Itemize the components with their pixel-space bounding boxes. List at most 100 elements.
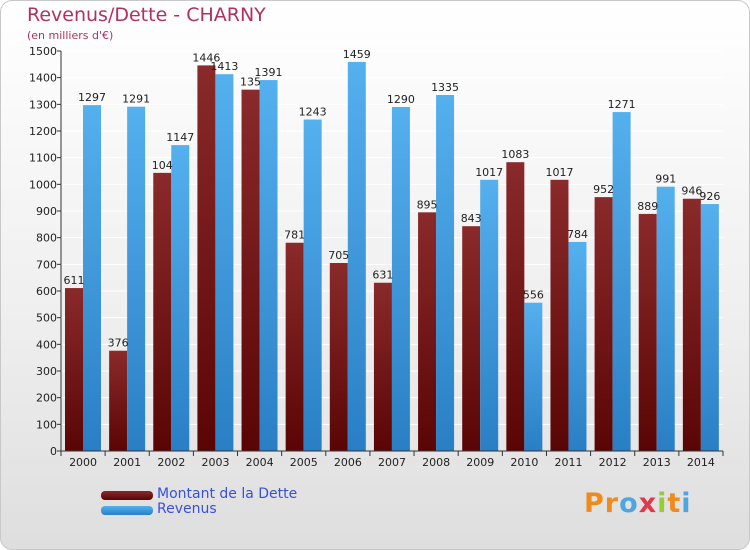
label-dette-2006: 705: [328, 249, 349, 262]
bar-revenus-2003: [215, 74, 234, 451]
y-tick-label: 400: [36, 338, 57, 351]
label-revenus-2004: 1391: [255, 66, 283, 79]
label-dette-2010: 1083: [501, 148, 529, 161]
x-tick-label: 2007: [378, 456, 406, 469]
label-revenus-2008: 1335: [431, 81, 459, 94]
label-dette-2001: 376: [108, 337, 129, 350]
bar-dette-2007: [373, 282, 392, 451]
bar-revenus-2012: [612, 112, 631, 452]
bar-dette-2004: [241, 89, 260, 452]
x-tick-label: 2001: [113, 456, 141, 469]
bar-revenus-2001: [127, 106, 146, 451]
label-dette-2011: 1017: [545, 166, 573, 179]
y-tick-label: 1400: [29, 72, 57, 85]
x-tick-label: 2014: [687, 456, 715, 469]
bar-dette-2001: [109, 350, 128, 451]
label-dette-2014: 946: [681, 185, 702, 198]
y-tick-label: 900: [36, 205, 57, 218]
x-tick-label: 2009: [466, 456, 494, 469]
logo-letter: r: [604, 488, 620, 519]
label-revenus-2005: 1243: [299, 106, 327, 119]
bar-dette-2003: [197, 65, 216, 452]
bar-revenus-2006: [347, 61, 366, 451]
bar-dette-2006: [329, 263, 348, 451]
label-revenus-2014: 926: [699, 190, 720, 203]
bar-dette-2011: [550, 179, 569, 452]
label-dette-2004: 135: [240, 76, 261, 89]
label-dette-2012: 952: [593, 183, 614, 196]
label-revenus-2000: 1297: [78, 91, 106, 104]
label-revenus-2012: 1271: [608, 98, 636, 111]
y-tick-label: 1200: [29, 125, 57, 138]
logo-letter: x: [638, 488, 658, 519]
x-tick-label: 2013: [643, 456, 671, 469]
chart-subtitle: (en milliers d'€): [27, 29, 114, 42]
bar-dette-2013: [638, 213, 657, 451]
y-tick-label: 800: [36, 232, 57, 245]
y-tick-label: 700: [36, 258, 57, 271]
bar-revenus-2014: [700, 204, 719, 451]
x-tick-label: 2000: [69, 456, 97, 469]
label-dette-2003: 1446: [192, 51, 220, 64]
chart-title: Revenus/Dette - CHARNY: [27, 4, 266, 26]
bar-dette-2010: [506, 162, 525, 451]
legend-label-revenus: Revenus: [157, 501, 217, 517]
logo-letter: i: [657, 488, 668, 519]
y-tick-label: 500: [36, 312, 57, 325]
legend-swatch-revenus: [101, 506, 153, 515]
y-tick-label: 200: [36, 392, 57, 405]
label-dette-2007: 631: [372, 269, 393, 282]
bar-dette-2012: [594, 197, 613, 451]
bar-revenus-2013: [656, 186, 675, 451]
label-revenus-2006: 1459: [343, 48, 371, 61]
y-tick-label: 1500: [29, 45, 57, 58]
bar-revenus-2007: [391, 107, 410, 451]
logo-letter: o: [619, 488, 639, 519]
bar-dette-2014: [682, 198, 701, 451]
y-axis-ticks: 0 100 200 300 400 500 600 700 800 900 1000 1100 1200…: [29, 45, 61, 458]
label-revenus-2009: 1017: [475, 166, 503, 179]
x-tick-label: 2010: [510, 456, 538, 469]
label-revenus-2013: 991: [655, 173, 676, 186]
bar-revenus-2005: [303, 119, 322, 452]
y-tick-label: 0: [50, 445, 57, 458]
x-tick-label: 2002: [157, 456, 185, 469]
bar-dette-2000: [65, 288, 83, 451]
y-tick-label: 100: [36, 418, 57, 431]
legend-swatch-dette: [101, 491, 153, 500]
bar-revenus-2009: [480, 179, 499, 452]
label-dette-2000: 611: [64, 274, 85, 287]
label-dette-2009: 843: [461, 212, 482, 225]
bar-dette-2005: [285, 242, 304, 451]
proxiti-logo: Proxiti: [584, 488, 692, 519]
label-revenus-2003: 1413: [210, 60, 238, 73]
x-tick-label: 2005: [290, 456, 318, 469]
label-dette-2005: 781: [284, 229, 305, 242]
bars: [65, 61, 719, 452]
logo-letter: t: [667, 488, 682, 519]
label-revenus-2001: 1291: [122, 93, 150, 106]
bar-revenus-2011: [568, 241, 587, 451]
bar-revenus-2002: [171, 145, 190, 451]
y-tick-label: 1300: [29, 98, 57, 111]
label-revenus-2002: 1147: [166, 131, 194, 144]
y-tick-label: 1100: [29, 152, 57, 165]
y-tick-label: 300: [36, 365, 57, 378]
bar-dette-2009: [462, 226, 481, 451]
x-tick-label: 2006: [334, 456, 362, 469]
bar-dette-2002: [153, 172, 172, 451]
x-tick-label: 2004: [246, 456, 274, 469]
bar-revenus-2000: [83, 105, 101, 451]
x-tick-label: 2012: [599, 456, 627, 469]
label-revenus-2010: 556: [523, 289, 544, 302]
bar-revenus-2010: [524, 302, 543, 451]
label-revenus-2007: 1290: [387, 93, 415, 106]
label-dette-2013: 889: [637, 200, 658, 213]
bar-revenus-2008: [436, 95, 455, 451]
y-tick-label: 600: [36, 285, 57, 298]
bar-dette-2008: [418, 212, 437, 451]
label-revenus-2011: 784: [567, 228, 588, 241]
bar-revenus-2004: [259, 80, 278, 452]
